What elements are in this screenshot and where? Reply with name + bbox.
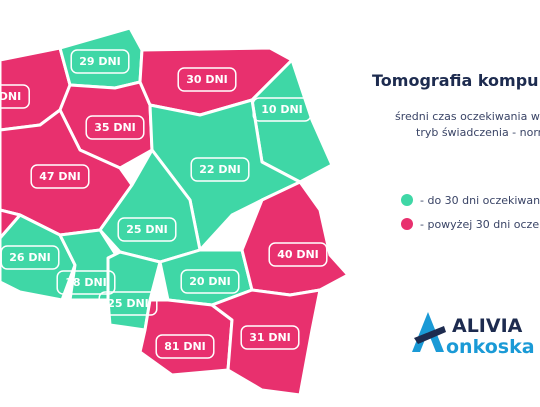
region-label: 26 DNI <box>9 251 51 264</box>
region-label: 18 DNI <box>65 276 107 289</box>
region-label: 25 DNI <box>107 297 149 310</box>
title: Tomografia kompu <box>372 71 539 90</box>
label-pill <box>0 245 60 270</box>
label-pill <box>117 217 177 242</box>
region-labels: DNI 29 DNI 35 DNI 30 DNI 10 DNI 22 DNI 4… <box>0 49 328 359</box>
label-pill <box>268 242 328 267</box>
label-pill <box>98 291 158 316</box>
label-pill <box>70 49 130 74</box>
subtitle: tryb świadczenia - norm <box>416 126 540 139</box>
region-label: 31 DNI <box>249 331 291 344</box>
legend-label: - do 30 dni oczekiwania <box>420 194 540 207</box>
legend-swatch <box>401 218 413 230</box>
region-label: 29 DNI <box>79 55 121 68</box>
region <box>0 208 22 240</box>
legend-label: - powyżej 30 dni oczekiw <box>420 218 540 231</box>
label-pill <box>177 67 237 92</box>
logo-text: onkoska <box>446 336 535 358</box>
label-pill <box>155 334 215 359</box>
region-label: 40 DNI <box>277 248 319 261</box>
label-pill <box>180 269 240 294</box>
region-label: 22 DNI <box>199 163 241 176</box>
region-label: 30 DNI <box>186 73 228 86</box>
region-label: 20 DNI <box>189 275 231 288</box>
logo: ALIVIA onkoska <box>412 312 535 358</box>
label-pill <box>30 164 90 189</box>
label-pill <box>190 157 250 182</box>
region-label: 47 DNI <box>39 170 81 183</box>
logo-text: ALIVIA <box>452 315 523 337</box>
label-pill <box>85 115 145 140</box>
region <box>0 213 77 302</box>
region-label: 81 DNI <box>164 340 206 353</box>
label-pill <box>240 325 300 350</box>
region-label: 35 DNI <box>94 121 136 134</box>
label-pill <box>56 270 116 295</box>
label-pill <box>252 97 312 122</box>
legend-swatch <box>401 194 413 206</box>
region-label: DNI <box>0 90 21 103</box>
region <box>210 288 322 397</box>
region-label: 25 DNI <box>126 223 168 236</box>
region-label: 10 DNI <box>261 103 303 116</box>
logo-mark <box>414 326 446 344</box>
label-pill <box>0 84 30 109</box>
region <box>240 180 350 297</box>
subtitle: średni czas oczekiwania w m <box>395 110 540 123</box>
